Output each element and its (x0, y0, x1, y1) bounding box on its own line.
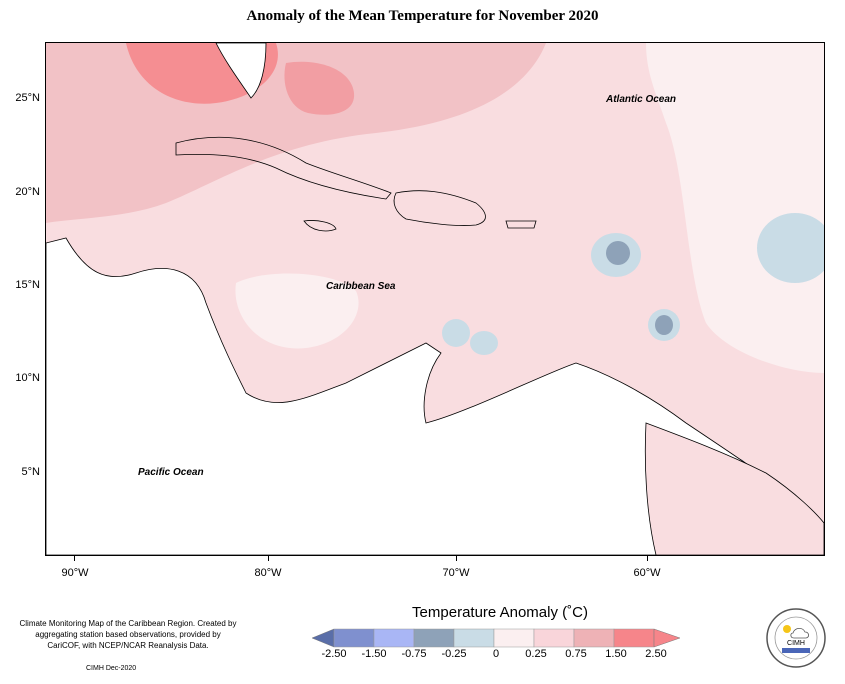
x-tick-mark (647, 555, 648, 561)
y-tick-label: 25°N (15, 92, 40, 104)
y-tick-label: 15°N (15, 279, 40, 291)
x-tick-mark (74, 555, 75, 561)
x-tick-label: 70°W (442, 567, 470, 579)
caribbean-sea-label: Caribbean Sea (326, 281, 396, 292)
x-tick-mark (456, 555, 457, 561)
legend-swatch (312, 628, 335, 648)
y-tick-label: 10°N (15, 372, 40, 384)
footer-credit: CIMH Dec-2020 (86, 665, 137, 672)
legend-tick-label: -0.25 (441, 648, 467, 660)
legend-tick-label: 0 (492, 648, 500, 660)
footer-note: Climate Monitoring Map of the Caribbean … (19, 619, 237, 650)
legend-swatch (573, 628, 615, 648)
legend-tick-label: 2.50 (645, 648, 667, 660)
x-tick-label: 80°W (254, 567, 282, 579)
map-title: Anomaly of the Mean Temperature for Nove… (246, 8, 599, 24)
x-tick-mark (268, 555, 269, 561)
legend-swatch (333, 628, 375, 648)
map-canvas (46, 43, 824, 555)
y-tick-label: 5°N (21, 466, 40, 478)
cimh-logo: CIMH (766, 608, 826, 668)
y-tick-label: 20°N (15, 186, 40, 198)
legend-swatch (493, 628, 535, 648)
legend-swatch (613, 628, 655, 648)
legend-colorbar (312, 628, 681, 648)
legend-tick-label: -2.50 (321, 648, 347, 660)
legend-swatch (453, 628, 495, 648)
legend-tick-label: 1.50 (605, 648, 627, 660)
x-tick-label: 90°W (61, 567, 89, 579)
legend-tick-label: -1.50 (361, 648, 387, 660)
anomaly-map (45, 42, 825, 556)
legend-swatch (373, 628, 415, 648)
legend-tick-label: 0.25 (525, 648, 547, 660)
legend-swatch (653, 628, 681, 648)
pacific-ocean-label: Pacific Ocean (138, 467, 204, 478)
legend-swatch (413, 628, 455, 648)
legend-tick-label: 0.75 (565, 648, 587, 660)
legend-title: Temperature Anomaly (˚C) (412, 604, 588, 621)
x-tick-label: 60°W (633, 567, 661, 579)
legend-swatch (533, 628, 575, 648)
atlantic-ocean-label: Atlantic Ocean (606, 94, 677, 105)
legend-tick-label: -0.75 (401, 648, 427, 660)
logo-text: CIMH (787, 640, 805, 647)
